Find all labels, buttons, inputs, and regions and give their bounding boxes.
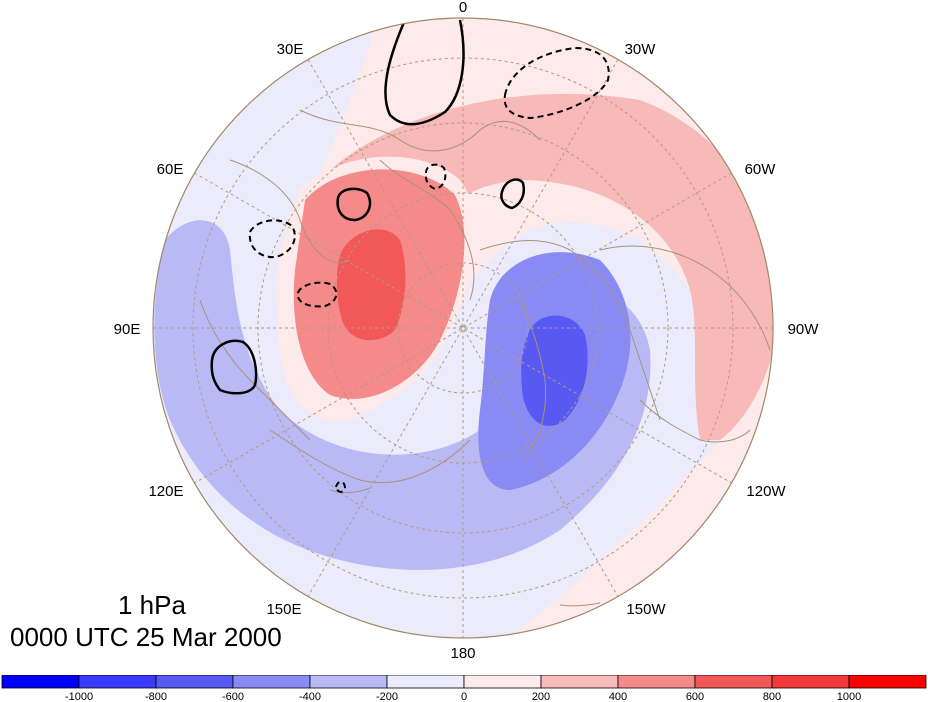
- colorbar-label: -600: [222, 691, 244, 702]
- meridian-label-30e: 30E: [277, 41, 304, 58]
- colorbar-label: 1000: [837, 691, 861, 702]
- colorbar-label: -800: [145, 691, 167, 702]
- colorbar-label: 0: [461, 691, 467, 702]
- colorbar-swatch: [463, 675, 542, 689]
- colorbar-label: 200: [532, 691, 550, 702]
- meridian-label-0: 0: [459, 0, 467, 16]
- colorbar-label: -200: [376, 691, 398, 702]
- colorbar-swatch: [155, 675, 234, 689]
- meridian-label-60e: 60E: [157, 161, 184, 178]
- colorbar-swatch: [78, 675, 157, 689]
- colorbar-label: 800: [763, 691, 781, 702]
- colorbar-swatch: [232, 675, 311, 689]
- meridian-label-150e: 150E: [266, 601, 301, 618]
- meridian-label-90e: 90E: [114, 321, 141, 338]
- valid-time-title: 0000 UTC 25 Mar 2000: [10, 622, 282, 652]
- colorbar-swatch: [540, 675, 619, 689]
- map-boundary: [152, 17, 774, 639]
- meridian-label-180: 180: [450, 645, 475, 662]
- colorbar-swatch: [1, 675, 80, 689]
- meridian-label-120e: 120E: [148, 483, 183, 500]
- dashed-contours: [248, 46, 610, 493]
- colorbar-swatch: [309, 675, 388, 689]
- colorbar-swatch: [617, 675, 696, 689]
- colorbar-swatch: [386, 675, 465, 689]
- meridian-label-120w: 120W: [746, 483, 786, 500]
- meridian-labels: 0 30W 60W 90W 120W 150W 180 150E 120E 90…: [114, 0, 820, 662]
- colorbar-swatch: [848, 675, 927, 689]
- meridian-lines: [153, 18, 773, 638]
- colorbar-label: -400: [299, 691, 321, 702]
- strong-red-core: [336, 229, 406, 341]
- polar-map: 0 30W 60W 90W 120W 150W 180 150E 120E 90…: [114, 0, 820, 662]
- solid-contours: [210, 19, 525, 395]
- pressure-level-title: 1 hPa: [118, 590, 186, 620]
- meridian-label-30w: 30W: [625, 41, 657, 58]
- meridian-label-90w: 90W: [788, 321, 820, 338]
- strong-blue-core: [521, 315, 588, 426]
- colorbar: -1000 -800 -600 -400 -200 0 200 400 600 800 1000: [1, 675, 927, 702]
- coastlines: [199, 109, 771, 607]
- colorbar-swatch: [771, 675, 850, 689]
- colorbar-label: 600: [686, 691, 704, 702]
- colorbar-swatch: [694, 675, 773, 689]
- meridian-label-150w: 150W: [626, 601, 666, 618]
- colorbar-label: 400: [609, 691, 627, 702]
- colorbar-label: -1000: [65, 691, 93, 702]
- meridian-label-60w: 60W: [745, 161, 777, 178]
